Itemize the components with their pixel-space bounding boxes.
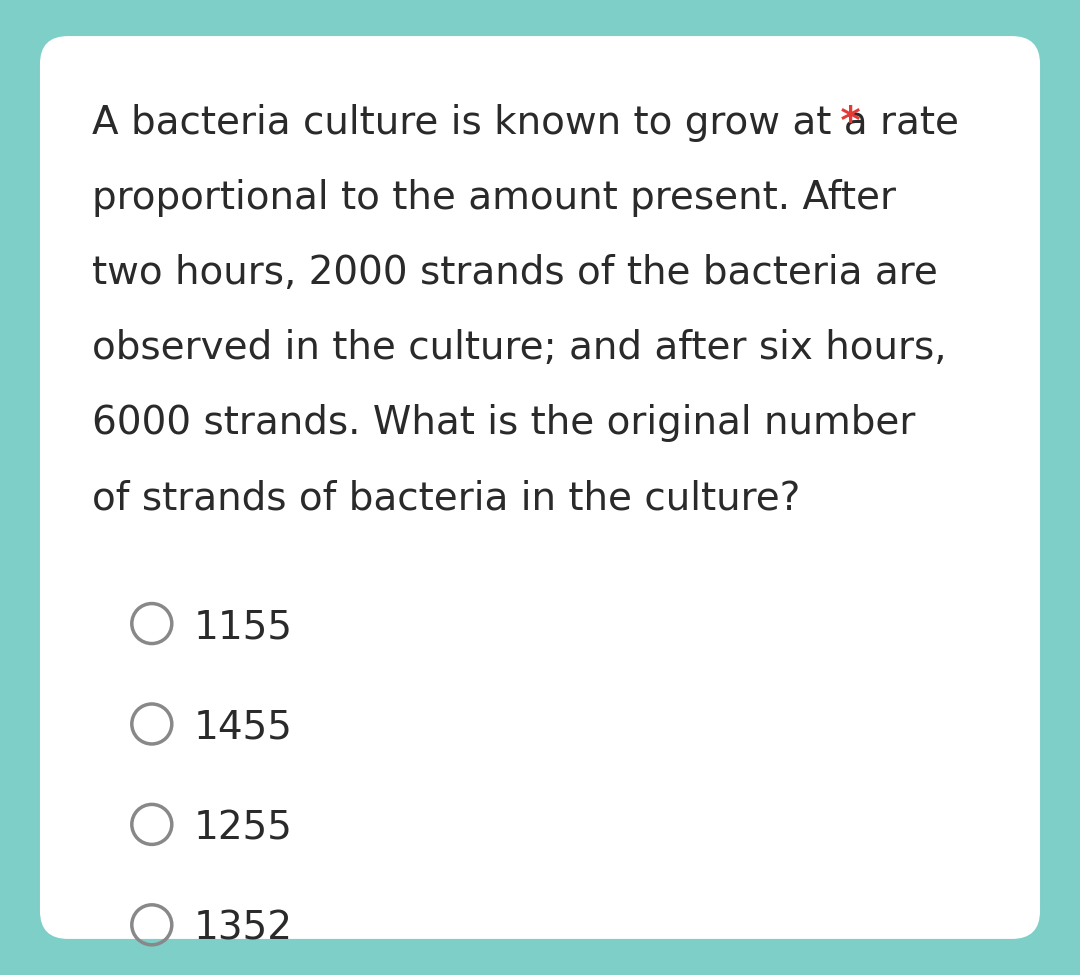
Text: 1155: 1155 xyxy=(193,608,293,646)
Text: 1352: 1352 xyxy=(193,910,293,948)
Text: observed in the culture; and after six hours,: observed in the culture; and after six h… xyxy=(92,330,946,368)
Text: A bacteria culture is known to grow at a rate: A bacteria culture is known to grow at a… xyxy=(92,104,959,142)
Text: 1255: 1255 xyxy=(193,809,293,847)
Text: 6000 strands. What is the original number: 6000 strands. What is the original numbe… xyxy=(92,405,915,443)
Text: proportional to the amount present. After: proportional to the amount present. Afte… xyxy=(92,179,895,217)
Text: 1455: 1455 xyxy=(193,709,293,747)
Text: of strands of bacteria in the culture?: of strands of bacteria in the culture? xyxy=(92,480,800,518)
Text: two hours, 2000 strands of the bacteria are: two hours, 2000 strands of the bacteria … xyxy=(92,254,937,292)
FancyBboxPatch shape xyxy=(40,36,1040,939)
Text: *: * xyxy=(827,104,861,142)
